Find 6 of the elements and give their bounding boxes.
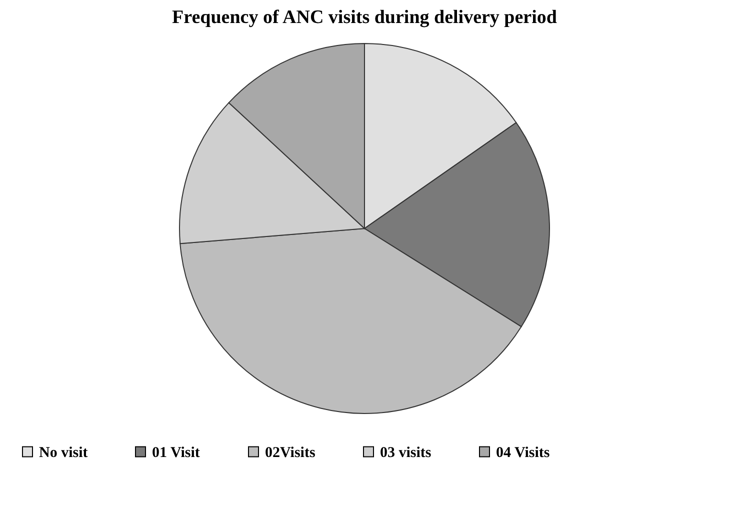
legend-label: 03 visits (380, 444, 432, 461)
legend-label: 02Visits (265, 444, 316, 461)
chart-title: Frequency of ANC visits during delivery period (172, 7, 558, 28)
legend-label: 01 Visit (152, 444, 200, 461)
legend-label: No visit (39, 444, 88, 461)
legend-label: 04 Visits (496, 444, 550, 461)
